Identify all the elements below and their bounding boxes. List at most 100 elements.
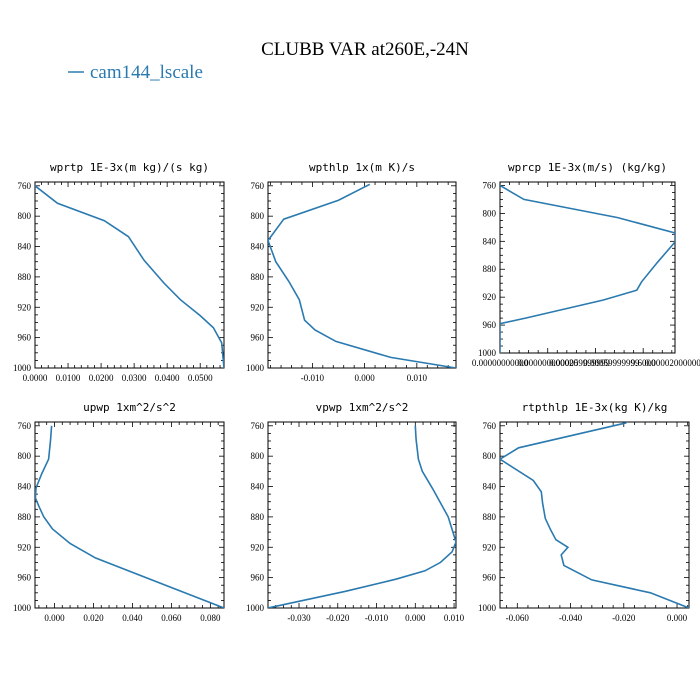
y-tick-label: 1000 [246,363,265,373]
y-tick-label: 960 [251,333,265,343]
x-tick-label: 0.0200 [89,373,114,383]
y-tick-label: 880 [18,512,32,522]
subplot-4: upwp 1xm^2/s^2 760 800 840 880 920 960 1000 0.00… [13,401,225,623]
subplot-5: vpwp 1xm^2/s^2 760 800 840 880 920 960 1000 -0.0… [246,401,465,623]
y-tick-label: 960 [483,573,497,583]
y-tick-label: 880 [483,512,497,522]
x-tick-label: 0.0100 [56,373,81,383]
y-tick-label: 840 [483,482,497,492]
x-tick-label: 9.6000 [631,358,656,368]
y-tick-label: 880 [18,272,32,282]
x-tick-label: 0.000 [44,613,65,623]
y-tick-label: 800 [251,451,265,461]
y-tick-label: 760 [18,181,32,191]
y-tick-label: 1000 [13,603,32,613]
y-tick-label: 840 [251,482,265,492]
series-line-cam144_lscale [35,185,224,368]
y-tick-label: 920 [251,302,265,312]
x-tick-label: -0.010 [365,613,389,623]
subplot-title: wprtp 1E-3x(m kg)/(s kg) [50,161,209,174]
y-tick-label: 760 [483,180,497,190]
x-tick-label: 0.0000 [23,373,48,383]
x-tick-label: 0.000 [667,613,688,623]
subplot-6: rtpthlp 1E-3x(kg K)/kg 760 800 840 880 920 960… [478,401,690,623]
x-tick-label: 0.00059999999 [583,358,640,368]
y-tick-label: 760 [251,421,265,431]
y-tick-label: 1000 [478,603,497,613]
y-tick-label: 880 [483,264,497,274]
x-tick-label: 0.010 [407,373,428,383]
y-tick-label: 920 [483,542,497,552]
x-tick-label: -0.040 [559,613,583,623]
subplot-title: upwp 1xm^2/s^2 [83,401,176,414]
x-tick-label: 0.0300 [122,373,147,383]
y-tick-label: 1000 [246,603,265,613]
y-tick-label: 920 [251,542,265,552]
plot-frame [499,181,676,354]
subplot-grid: wprtp 1E-3x(m kg)/(s kg) 760 800 840 880 920 9… [13,161,700,623]
y-tick-label: 760 [18,421,32,431]
subplot-title: vpwp 1xm^2/s^2 [316,401,409,414]
y-tick-label: 840 [251,242,265,252]
y-tick-label: 1000 [13,363,32,373]
y-tick-label: 1000 [478,348,497,358]
x-tick-label: 0.0500 [188,373,213,383]
y-tick-label: 840 [18,242,32,252]
y-tick-label: 880 [251,272,265,282]
y-tick-label: 960 [18,573,32,583]
x-tick-label: 0.000 [405,613,426,623]
x-tick-label: -0.060 [506,613,530,623]
x-tick-label: -0.030 [287,613,311,623]
series-line-cam144_lscale [268,425,456,608]
plot-frame [34,181,225,369]
x-tick-label: 0.010 [444,613,465,623]
y-tick-label: 800 [483,451,497,461]
series-line-cam144_lscale [35,425,224,608]
y-tick-label: 800 [251,211,265,221]
y-tick-label: 800 [483,208,497,218]
y-tick-label: 840 [18,482,32,492]
subplot-2: wpthlp 1x(m K)/s 760 800 840 880 920 960 1000 -0… [246,161,457,383]
subplot-title: wprcp 1E-3x(m/s) (kg/kg) [508,161,667,174]
y-tick-label: 920 [18,302,32,312]
x-tick-label: 0.00000000000 [472,358,529,368]
x-tick-label: 0.020 [83,613,104,623]
y-tick-label: 880 [251,512,265,522]
x-tick-label: 0.040 [122,613,143,623]
plot-frame [499,421,690,609]
legend-label: cam144_lscale [90,62,203,83]
subplot-3: wprcp 1E-3x(m/s) (kg/kg) 760 800 840 880 920 9… [472,161,700,368]
y-tick-label: 800 [18,451,32,461]
y-tick-label: 920 [483,292,497,302]
x-tick-label: -0.020 [612,613,636,623]
y-tick-label: 960 [251,573,265,583]
x-tick-label: -0.010 [301,373,325,383]
x-tick-label: 0.000059999999 [549,358,610,368]
series-line-cam144_lscale [268,183,456,368]
figure-title: CLUBB VAR at260E,-24N [261,39,469,60]
series-line-cam144_lscale [500,422,689,608]
subplot-title: wpthlp 1x(m K)/s [309,161,415,174]
series-line-cam144_lscale [500,184,675,353]
x-tick-label: 0.000 [354,373,375,383]
y-tick-label: 960 [483,320,497,330]
plot-frame [267,181,457,369]
x-tick-label: 0.000020000000 [645,358,700,368]
y-tick-label: 760 [251,181,265,191]
legend: cam144_lscale [68,62,203,83]
plot-frame [267,421,457,609]
y-tick-label: 960 [18,333,32,343]
subplot-1: wprtp 1E-3x(m kg)/(s kg) 760 800 840 880 920 9… [13,161,225,383]
plot-frame [34,421,225,609]
y-tick-label: 840 [483,236,497,246]
y-tick-label: 760 [483,421,497,431]
x-tick-label: 0.0400 [155,373,180,383]
y-tick-label: 800 [18,211,32,221]
x-tick-label: 0.000000000020 [517,358,578,368]
y-tick-label: 920 [18,542,32,552]
subplot-title: rtpthlp 1E-3x(kg K)/kg [522,401,668,414]
x-tick-label: 0.080 [200,613,221,623]
x-tick-label: -0.020 [326,613,350,623]
x-tick-label: 0.060 [161,613,182,623]
